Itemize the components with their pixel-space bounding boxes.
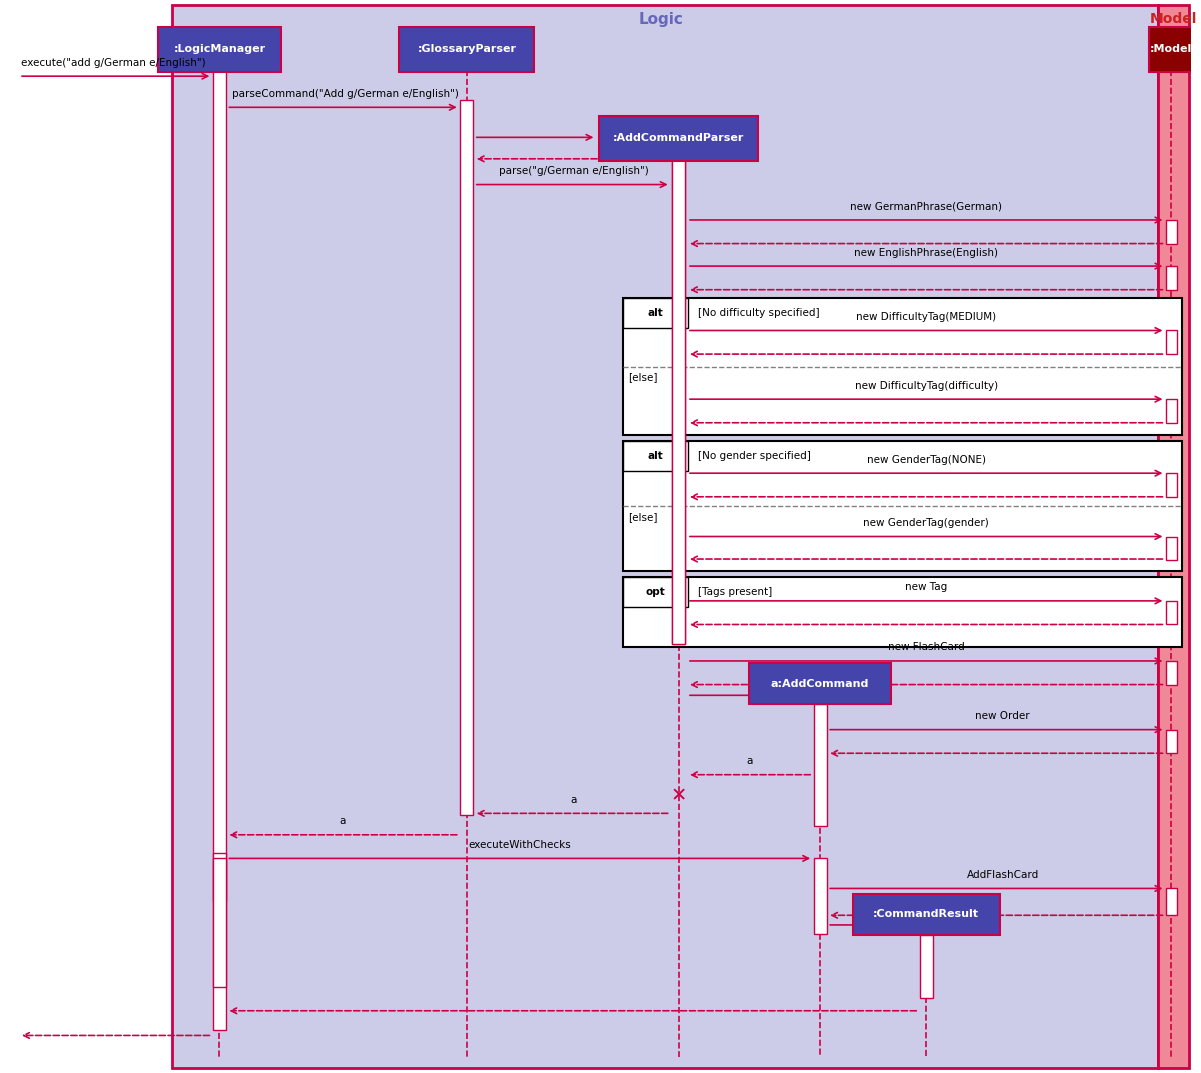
Text: :LogicManager: :LogicManager <box>173 44 265 55</box>
Bar <box>623 441 1182 571</box>
Text: a: a <box>746 756 753 766</box>
Bar <box>1166 399 1177 423</box>
Bar <box>1166 220 1177 244</box>
Text: :GlossaryParser: :GlossaryParser <box>417 44 516 55</box>
Text: opt: opt <box>646 587 665 598</box>
FancyBboxPatch shape <box>623 298 688 328</box>
Text: ✕: ✕ <box>670 787 687 806</box>
Text: [else]: [else] <box>628 512 658 521</box>
Text: alt: alt <box>649 451 664 461</box>
Text: a:AddCommand: a:AddCommand <box>771 678 870 689</box>
Text: executeWithChecks: executeWithChecks <box>468 840 572 850</box>
Bar <box>1166 473 1177 497</box>
Text: new GermanPhrase(German): new GermanPhrase(German) <box>850 202 1002 211</box>
Bar <box>213 853 226 1030</box>
Text: [No gender specified]: [No gender specified] <box>698 451 811 461</box>
Text: new DifficultyTag(MEDIUM): new DifficultyTag(MEDIUM) <box>856 312 997 322</box>
Bar <box>1163 577 1182 647</box>
Bar <box>599 116 758 161</box>
Bar <box>1166 266 1177 290</box>
Text: new Tag: new Tag <box>906 583 948 592</box>
Bar <box>1163 441 1182 571</box>
Text: :CommandResult: :CommandResult <box>873 909 979 920</box>
Text: :Model: :Model <box>1151 44 1193 55</box>
Text: new Order: new Order <box>975 711 1030 721</box>
Bar <box>172 5 1158 1068</box>
Text: new GenderTag(NONE): new GenderTag(NONE) <box>867 455 986 465</box>
Text: new GenderTag(gender): new GenderTag(gender) <box>864 518 990 528</box>
Bar <box>1166 661 1177 685</box>
Text: new FlashCard: new FlashCard <box>888 643 964 652</box>
Text: new EnglishPhrase(English): new EnglishPhrase(English) <box>854 248 998 258</box>
Text: alt: alt <box>649 308 664 319</box>
FancyBboxPatch shape <box>623 577 688 607</box>
FancyBboxPatch shape <box>623 441 688 471</box>
Text: parse("g/German e/English"): parse("g/German e/English") <box>500 166 649 176</box>
Text: AddFlashCard: AddFlashCard <box>967 870 1039 880</box>
Bar <box>399 27 534 72</box>
Bar <box>749 663 891 704</box>
Bar <box>1163 298 1182 435</box>
Text: Logic: Logic <box>639 12 683 27</box>
Text: [No difficulty specified]: [No difficulty specified] <box>698 308 819 319</box>
Bar <box>1166 730 1177 753</box>
Bar <box>157 27 281 72</box>
Bar <box>213 858 226 987</box>
Text: a: a <box>570 795 578 805</box>
Bar <box>1158 5 1189 1068</box>
Bar <box>1166 601 1177 624</box>
Bar <box>673 159 686 644</box>
Bar <box>673 159 686 644</box>
Text: new DifficultyTag(difficulty): new DifficultyTag(difficulty) <box>855 381 998 391</box>
Bar <box>460 100 473 815</box>
Bar <box>623 298 1182 435</box>
Text: parseCommand("Add g/German e/English"): parseCommand("Add g/German e/English") <box>232 89 459 99</box>
Bar <box>853 894 1000 935</box>
Text: [else]: [else] <box>628 372 658 382</box>
Text: a: a <box>340 817 346 826</box>
Bar <box>814 858 826 934</box>
Bar <box>1149 27 1194 72</box>
Text: execute("add g/German e/English"): execute("add g/German e/English") <box>22 58 205 68</box>
Bar <box>623 577 1182 647</box>
Bar <box>1166 888 1177 915</box>
Bar <box>1166 536 1177 560</box>
Text: [Tags present]: [Tags present] <box>698 587 772 598</box>
Bar <box>920 935 933 998</box>
Text: Model: Model <box>1149 12 1197 27</box>
Bar <box>1166 330 1177 354</box>
Text: :AddCommandParser: :AddCommandParser <box>614 133 745 144</box>
Bar <box>213 70 226 901</box>
Bar <box>814 704 826 826</box>
